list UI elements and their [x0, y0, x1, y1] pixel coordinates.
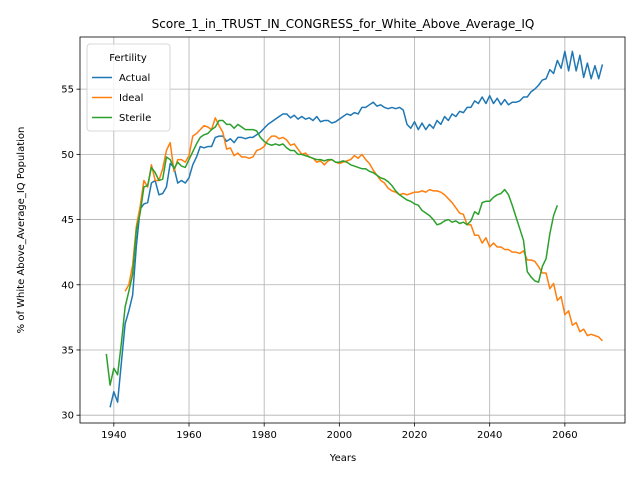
chart-title: Score_1_in_TRUST_IN_CONGRESS_for_White_A… [152, 17, 535, 31]
series-line-actual [109, 50, 604, 408]
y-tick-label: 50 [61, 150, 74, 161]
y-tick-label: 35 [61, 345, 74, 356]
x-tick-label: 1980 [251, 430, 276, 441]
x-tick-label: 2060 [552, 430, 577, 441]
y-axis-ticks: 30 35 40 45 50 55 [61, 85, 80, 422]
y-tick-label: 40 [61, 280, 74, 291]
x-tick-label: 2020 [402, 430, 427, 441]
legend: Fertility Actual Ideal Sterile [86, 43, 171, 132]
series-lines [105, 50, 604, 408]
x-axis-label: Years [329, 453, 356, 464]
x-tick-label: 2040 [477, 430, 502, 441]
y-tick-label: 55 [61, 85, 74, 96]
x-tick-label: 1960 [176, 430, 201, 441]
legend-label-ideal: Ideal [119, 93, 143, 104]
x-tick-label: 1940 [101, 430, 126, 441]
series-line-ideal [124, 117, 603, 342]
plot-frame [79, 36, 626, 424]
legend-box [86, 43, 171, 132]
grid-lines [80, 37, 625, 423]
x-tick-label: 2000 [327, 430, 352, 441]
legend-label-actual: Actual [119, 73, 150, 84]
legend-label-sterile: Sterile [119, 113, 151, 124]
legend-title: Fertility [109, 53, 147, 64]
series-line-sterile [105, 119, 559, 386]
y-axis-label: % of White Above_Average_IQ Population [16, 127, 27, 334]
y-tick-label: 45 [61, 215, 74, 226]
y-tick-label: 30 [61, 411, 74, 422]
x-axis-ticks: 1940 1960 1980 2000 2020 2040 2060 [101, 423, 578, 441]
